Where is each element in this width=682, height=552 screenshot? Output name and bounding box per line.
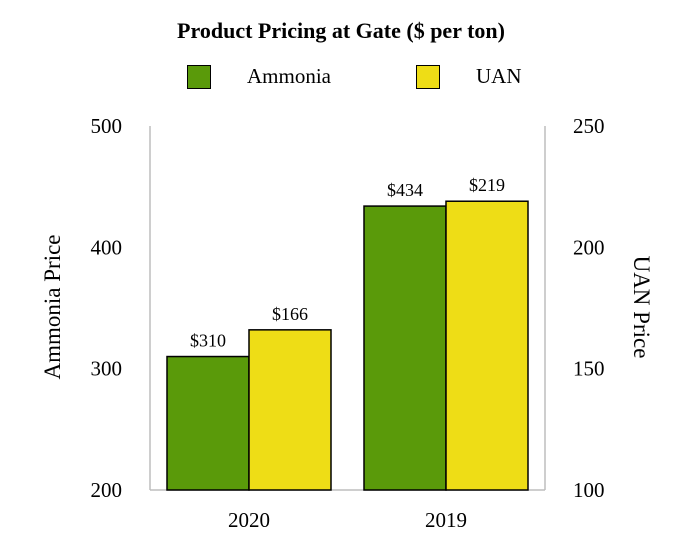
bar-uan-2019	[445, 200, 529, 491]
y-left-tick-200: 200	[91, 478, 123, 502]
data-label-ammonia-2019: $434	[387, 180, 423, 200]
legend-item-uan: UAN	[416, 64, 522, 89]
data-label-uan-2019: $219	[469, 175, 505, 195]
x-tick-2020: 2020	[228, 508, 270, 532]
legend-item-ammonia: Ammonia	[187, 64, 331, 89]
legend-swatch-uan	[416, 64, 440, 89]
chart-title: Product Pricing at Gate ($ per ton)	[177, 18, 505, 43]
y-right-tick-150: 150	[573, 357, 605, 381]
legend-label-ammonia: Ammonia	[247, 64, 331, 88]
y-left-tick-500: 500	[91, 114, 123, 138]
bar-uan-2020	[248, 329, 332, 491]
left-ticks-group: 500 400 300 200	[91, 114, 123, 502]
y-axis-left-label: Ammonia Price	[40, 235, 65, 380]
data-label-ammonia-2020: $310	[190, 331, 226, 351]
y-right-tick-250: 250	[573, 114, 605, 138]
bar-labels-group: $310 $166 $434 $219	[190, 175, 505, 350]
y-right-tick-100: 100	[573, 478, 605, 502]
bars-group	[166, 200, 529, 491]
right-ticks-group: 250 200 150 100	[573, 114, 605, 502]
y-left-tick-400: 400	[91, 235, 123, 259]
x-ticks-group: 2020 2019	[228, 508, 467, 532]
x-tick-2019: 2019	[425, 508, 467, 532]
data-label-uan-2020: $166	[272, 304, 308, 324]
legend-swatch-ammonia	[187, 64, 211, 89]
bar-ammonia-2019	[363, 205, 447, 491]
y-left-tick-300: 300	[91, 357, 123, 381]
bar-ammonia-2020	[166, 355, 250, 491]
legend-label-uan: UAN	[476, 64, 522, 88]
y-right-tick-200: 200	[573, 235, 605, 259]
y-axis-right-label: UAN Price	[629, 256, 654, 359]
legend: Ammonia UAN	[0, 64, 682, 94]
